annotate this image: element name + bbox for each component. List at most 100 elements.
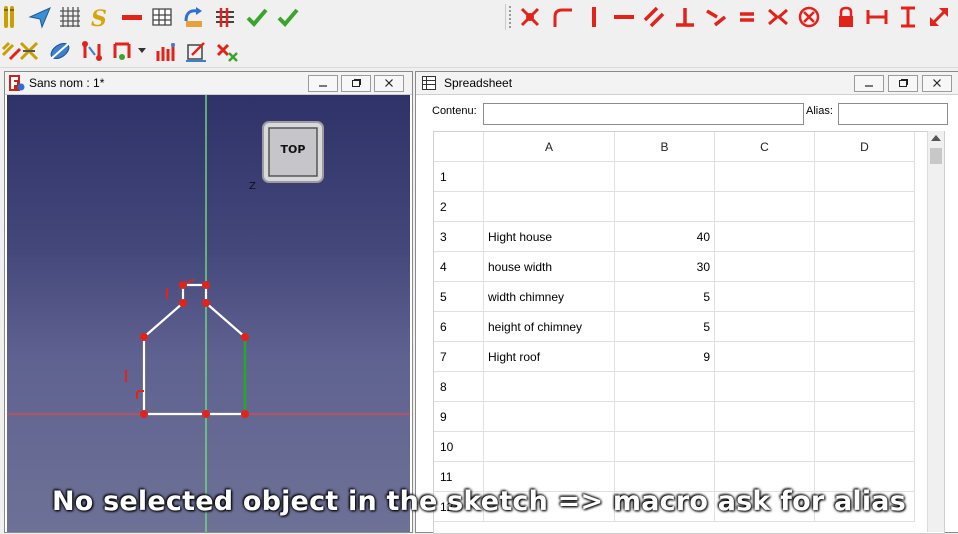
scroll-up-arrow-icon[interactable] [931, 135, 941, 141]
cell-d[interactable] [815, 282, 915, 312]
navigate-icon[interactable] [28, 5, 52, 29]
column-header-c[interactable]: C [715, 132, 815, 162]
cell-a[interactable] [484, 402, 615, 432]
cell-a[interactable] [484, 432, 615, 462]
cell-d[interactable] [815, 252, 915, 282]
cell-a[interactable]: height of chimney [484, 312, 615, 342]
point-coincident-icon[interactable] [518, 5, 542, 29]
column-header-b[interactable]: B [615, 132, 715, 162]
vertical-scrollbar[interactable] [927, 131, 944, 532]
cell-c[interactable] [715, 192, 815, 222]
dropdown-arrow-icon[interactable] [137, 43, 147, 57]
cell-d[interactable] [815, 462, 915, 492]
rectangular-array-icon[interactable] [154, 39, 178, 63]
copy-icon[interactable] [110, 39, 134, 63]
column-header-a[interactable]: A [484, 132, 615, 162]
cell-d[interactable] [815, 372, 915, 402]
draft-snap-icon[interactable] [0, 5, 24, 29]
scroll-thumb[interactable] [930, 148, 942, 164]
tangent-icon[interactable] [704, 5, 728, 29]
row-header[interactable]: 1 [434, 162, 484, 192]
cell-c[interactable] [715, 342, 815, 372]
view-window-titlebar[interactable]: Sans nom : 1* [5, 72, 412, 95]
toolbar-grip[interactable] [509, 6, 514, 28]
perpendicular-icon[interactable] [673, 5, 697, 29]
cell-c[interactable] [715, 372, 815, 402]
minimize-button[interactable] [854, 75, 884, 92]
check-all-icon[interactable] [276, 5, 300, 29]
column-header-d[interactable]: D [815, 132, 915, 162]
cell-b[interactable] [615, 372, 715, 402]
cell-c[interactable] [715, 222, 815, 252]
cell-b[interactable] [615, 192, 715, 222]
select-origin-icon[interactable] [17, 39, 41, 63]
spreadsheet-titlebar[interactable]: Spreadsheet [416, 72, 958, 95]
restore-button[interactable] [341, 75, 371, 92]
cell-b[interactable]: 30 [615, 252, 715, 282]
cell-a[interactable] [484, 492, 615, 522]
cell-d[interactable] [815, 162, 915, 192]
row-header[interactable]: 10 [434, 432, 484, 462]
row-header[interactable]: 12 [434, 492, 484, 522]
clone-icon[interactable] [80, 39, 104, 63]
row-header[interactable]: 7 [434, 342, 484, 372]
close-button[interactable] [374, 75, 404, 92]
equal-icon[interactable] [735, 5, 759, 29]
navigation-cube[interactable]: TOP [261, 120, 325, 184]
horizontal-icon[interactable] [612, 5, 636, 29]
cell-a[interactable] [484, 372, 615, 402]
row-header[interactable]: 4 [434, 252, 484, 282]
3d-viewport[interactable]: TOP Z [7, 95, 410, 532]
parallel-icon[interactable] [642, 5, 666, 29]
cell-b[interactable]: 5 [615, 312, 715, 342]
restore-button[interactable] [888, 75, 918, 92]
spreadsheet-grid[interactable]: A B C D 1 2 3 Hight house 40 4 hous [433, 131, 945, 534]
scale-icon[interactable] [184, 39, 208, 63]
minimize-button[interactable] [308, 75, 338, 92]
grid-icon[interactable] [58, 5, 82, 29]
sketch-canvas[interactable] [7, 95, 410, 532]
cell-d[interactable] [815, 192, 915, 222]
cell-c[interactable] [715, 312, 815, 342]
fillet-icon[interactable] [550, 5, 574, 29]
cell-a[interactable] [484, 462, 615, 492]
cell-d[interactable] [815, 492, 915, 522]
cell-c[interactable] [715, 252, 815, 282]
cell-d[interactable] [815, 312, 915, 342]
cell-a[interactable] [484, 162, 615, 192]
vertical-distance-icon[interactable] [896, 5, 920, 29]
row-header[interactable]: 9 [434, 402, 484, 432]
delete-constraints-icon[interactable] [215, 39, 239, 63]
corner-header[interactable] [434, 132, 484, 162]
cell-b[interactable] [615, 402, 715, 432]
row-header[interactable]: 8 [434, 372, 484, 402]
cell-b[interactable]: 40 [615, 222, 715, 252]
undo-icon[interactable] [182, 5, 206, 29]
block-icon[interactable] [797, 5, 821, 29]
cell-a[interactable] [484, 192, 615, 222]
cell-b[interactable]: 9 [615, 342, 715, 372]
cell-b[interactable]: 5 [615, 282, 715, 312]
cell-a[interactable]: house width [484, 252, 615, 282]
row-header[interactable]: 3 [434, 222, 484, 252]
cell-d[interactable] [815, 342, 915, 372]
cell-b[interactable] [615, 492, 715, 522]
row-header[interactable]: 11 [434, 462, 484, 492]
lock-icon[interactable] [834, 5, 858, 29]
cell-b[interactable] [615, 162, 715, 192]
construction-icon[interactable] [48, 39, 72, 63]
cell-c[interactable] [715, 432, 815, 462]
macro-s-icon[interactable]: S [88, 5, 112, 29]
row-header[interactable]: 5 [434, 282, 484, 312]
line-icon[interactable] [120, 5, 144, 29]
symmetric-icon[interactable] [766, 5, 790, 29]
cell-d[interactable] [815, 402, 915, 432]
cell-a[interactable]: Hight house [484, 222, 615, 252]
mesh-icon[interactable] [150, 5, 174, 29]
cell-c[interactable] [715, 282, 815, 312]
check-icon[interactable] [245, 5, 269, 29]
vertical-icon[interactable] [582, 5, 606, 29]
cell-d[interactable] [815, 432, 915, 462]
cell-c[interactable] [715, 462, 815, 492]
contents-input[interactable] [483, 103, 804, 125]
